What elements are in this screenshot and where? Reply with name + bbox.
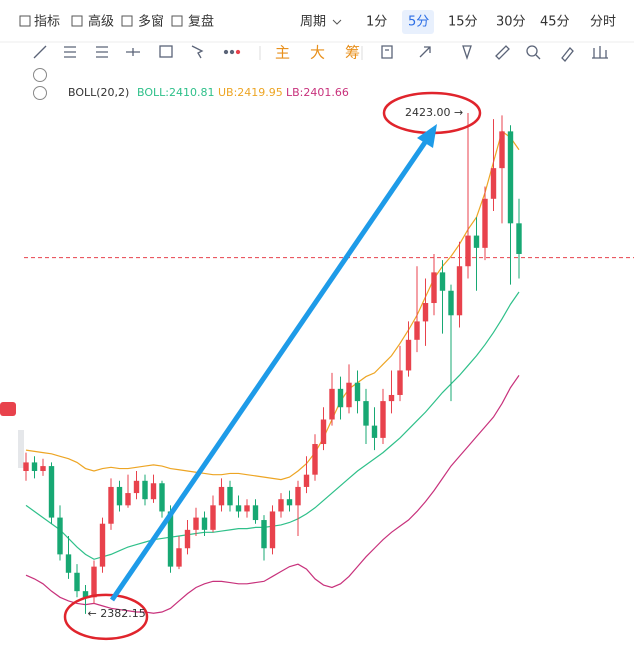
candle-body [516,223,522,254]
candle-body [142,480,148,500]
candle-body [48,466,55,518]
candle-body [252,505,259,521]
candle-body [91,566,97,598]
band-upper [25,130,520,481]
highlight-circle [63,593,149,641]
candle-body [388,394,395,402]
low-label: ← 2382.15 [88,607,146,620]
draw-tool[interactable]: 主 [275,44,290,62]
candle-body [439,272,446,291]
candle-body [278,499,284,512]
candle-body [431,272,437,304]
candle-body [133,480,140,494]
candle-body [286,499,293,506]
candle-body [397,370,403,395]
candle-body [218,486,225,506]
candle-body [23,462,29,471]
candle-body [473,235,480,248]
band-lower [25,375,520,614]
toolbar-bg [0,0,634,42]
candle-body [465,235,471,267]
trend-arrow [109,136,431,602]
candle-body [201,517,208,530]
candle-body [159,483,165,512]
candle-body [31,462,38,471]
candle-body [456,266,463,316]
candle-body [99,523,106,567]
candle-body [167,511,174,567]
draw-tool[interactable]: 筹 [345,44,360,62]
toolbar-item[interactable]: 复盘 [188,14,214,30]
candle-body [499,131,505,169]
toolbar-item[interactable]: 45分 [540,15,570,30]
candle-body [329,388,335,420]
toolbar-item[interactable]: 指标 [34,15,60,30]
candle-body [210,505,216,530]
candle-body [184,529,191,549]
candle-body [312,444,318,475]
candle-body [422,303,429,322]
candle-body [65,554,72,573]
side-handle[interactable] [18,430,24,468]
draw-tool[interactable]: 大 [310,44,325,62]
toolbar-item[interactable]: 分时 [590,15,616,30]
toolbar-item[interactable]: 15分 [448,15,478,30]
candle-body [346,382,352,408]
indicator-upper: UB:2419.95 [218,86,283,99]
candle-body [193,517,199,530]
candle-body [295,486,301,506]
candle-body [405,339,412,371]
toolbar-icon [71,15,83,27]
toolbar-item[interactable]: 1分 [366,15,387,30]
candle-body [354,382,361,402]
candle-body [414,321,420,340]
candle-body [269,511,276,549]
high-label: 2423.00 → [405,106,463,119]
candle-body [261,520,267,549]
toolbar-icon [19,15,31,27]
candle-body [337,388,344,408]
candle-body [380,401,386,438]
candle-body [176,548,182,567]
candle-body [303,474,310,487]
candle-body [125,493,131,506]
candle-body [74,572,80,592]
candle-body [235,505,242,512]
candle-body [116,486,123,506]
candle-body [363,401,369,426]
arrow-head [417,124,437,148]
candle-body [108,486,114,524]
candle-body [482,198,488,248]
toolbar-item[interactable]: 周期 [300,15,326,30]
candle-body [371,425,378,438]
toolbar-item[interactable]: 多窗 [138,14,164,30]
collapse-icon[interactable] [33,86,47,100]
indicator-mid: BOLL:2410.81 [137,86,214,99]
candle-body [490,168,497,199]
candle-body [82,591,89,598]
price-tag [0,402,16,416]
selected-bg [402,10,434,34]
toolbar-item[interactable]: 高级 [88,14,114,30]
toolbar-icon [121,15,133,27]
toolbar-icon [171,15,183,27]
candle-body [150,483,157,500]
candle-body [57,517,63,555]
candle-body [448,290,454,316]
draw-tools[interactable] [33,45,608,62]
candle-body [227,486,233,506]
indicator-name: BOLL(20,2) [68,86,129,99]
candle-body [320,419,327,445]
expand-icon[interactable] [33,68,47,82]
candle-body [244,505,250,512]
candle-body [507,131,514,224]
indicator-lower: LB:2401.66 [286,86,349,99]
dropdown-caret [332,19,342,25]
toolbar-item[interactable]: 5分 [408,15,429,30]
toolbar-item[interactable]: 30分 [496,15,526,30]
candle-body [40,466,46,471]
